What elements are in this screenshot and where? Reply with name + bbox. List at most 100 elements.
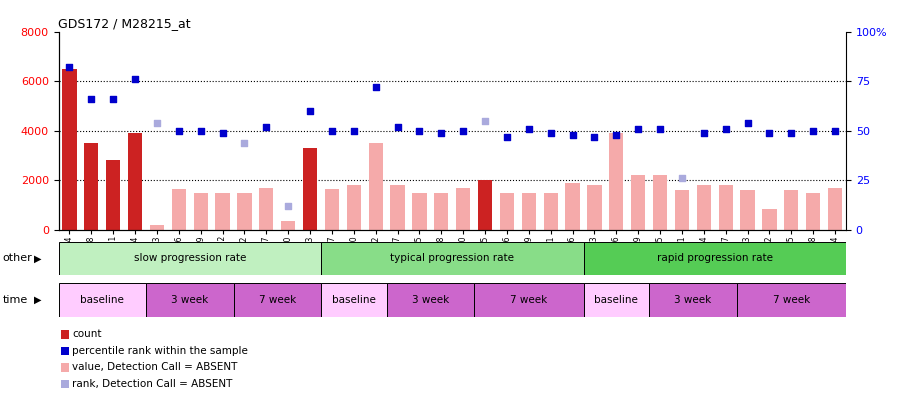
Bar [172, 189, 186, 230]
Bar [806, 192, 820, 230]
Bar [85, 143, 98, 230]
Bar [522, 192, 536, 230]
Text: slow progression rate: slow progression rate [133, 253, 246, 263]
Bar [697, 185, 711, 230]
Point [762, 129, 777, 136]
Point [544, 129, 558, 136]
Text: GDS172 / M28215_at: GDS172 / M28215_at [58, 17, 191, 30]
Bar [194, 192, 208, 230]
Bar [649, 283, 736, 317]
Text: 3 week: 3 week [674, 295, 712, 305]
Bar [321, 242, 583, 275]
Text: baseline: baseline [594, 295, 638, 305]
Point [456, 128, 471, 134]
Point [697, 129, 711, 136]
Bar [544, 192, 558, 230]
Text: rank, Detection Call = ABSENT: rank, Detection Call = ABSENT [72, 379, 232, 389]
Point [412, 128, 427, 134]
Point [587, 133, 601, 140]
Point [62, 64, 77, 70]
Bar [474, 283, 583, 317]
Bar [653, 175, 667, 230]
Bar [762, 209, 777, 230]
Bar [369, 143, 382, 230]
Point [194, 128, 208, 134]
Text: time: time [3, 295, 28, 305]
Point [303, 108, 318, 114]
Bar [718, 185, 733, 230]
Point [172, 128, 186, 134]
Point [718, 126, 733, 132]
Point [500, 133, 514, 140]
Point [522, 126, 536, 132]
Bar [412, 192, 427, 230]
Point [106, 96, 121, 102]
Bar [238, 192, 251, 230]
Point [238, 139, 252, 146]
Point [675, 175, 689, 181]
Point [609, 131, 624, 138]
Point [434, 129, 448, 136]
Text: typical progression rate: typical progression rate [391, 253, 514, 263]
Bar [321, 283, 387, 317]
Text: 7 week: 7 week [258, 295, 296, 305]
Bar [281, 221, 295, 230]
Bar [346, 185, 361, 230]
Point [391, 124, 405, 130]
Bar [149, 225, 164, 230]
Point [84, 96, 98, 102]
Text: other: other [3, 253, 32, 263]
Bar [391, 185, 405, 230]
Bar [146, 283, 233, 317]
Bar [500, 192, 514, 230]
Bar [631, 175, 645, 230]
Bar [478, 180, 492, 230]
Point [806, 128, 821, 134]
Point [631, 126, 645, 132]
Bar [128, 133, 142, 230]
Bar [456, 188, 471, 230]
Bar [565, 183, 580, 230]
Point [565, 131, 580, 138]
Point [652, 126, 667, 132]
Bar [588, 185, 601, 230]
Text: baseline: baseline [80, 295, 124, 305]
Bar [387, 283, 474, 317]
Text: ▶: ▶ [34, 253, 41, 263]
Text: count: count [72, 329, 102, 339]
Bar [434, 192, 448, 230]
Point [149, 120, 164, 126]
Bar [736, 283, 846, 317]
Text: 3 week: 3 week [412, 295, 449, 305]
Text: baseline: baseline [332, 295, 376, 305]
Text: 3 week: 3 week [171, 295, 209, 305]
Point [784, 129, 798, 136]
Point [828, 128, 842, 134]
Point [368, 84, 382, 90]
Point [346, 128, 361, 134]
Bar [784, 190, 798, 230]
Text: 7 week: 7 week [510, 295, 547, 305]
Bar [675, 190, 689, 230]
Text: 7 week: 7 week [773, 295, 810, 305]
Bar [58, 242, 321, 275]
Point [259, 124, 274, 130]
Bar [215, 192, 230, 230]
Bar [609, 133, 624, 230]
Point [128, 76, 142, 82]
Bar [106, 160, 121, 230]
Point [281, 203, 295, 209]
Text: ▶: ▶ [34, 295, 41, 305]
Bar [741, 190, 755, 230]
Text: value, Detection Call = ABSENT: value, Detection Call = ABSENT [72, 362, 238, 373]
Bar [259, 188, 274, 230]
Bar [828, 188, 842, 230]
Bar [58, 283, 146, 317]
Point [325, 128, 339, 134]
Bar [233, 283, 321, 317]
Point [215, 129, 230, 136]
Point [478, 118, 492, 124]
Bar [583, 242, 846, 275]
Text: percentile rank within the sample: percentile rank within the sample [72, 346, 248, 356]
Text: rapid progression rate: rapid progression rate [657, 253, 773, 263]
